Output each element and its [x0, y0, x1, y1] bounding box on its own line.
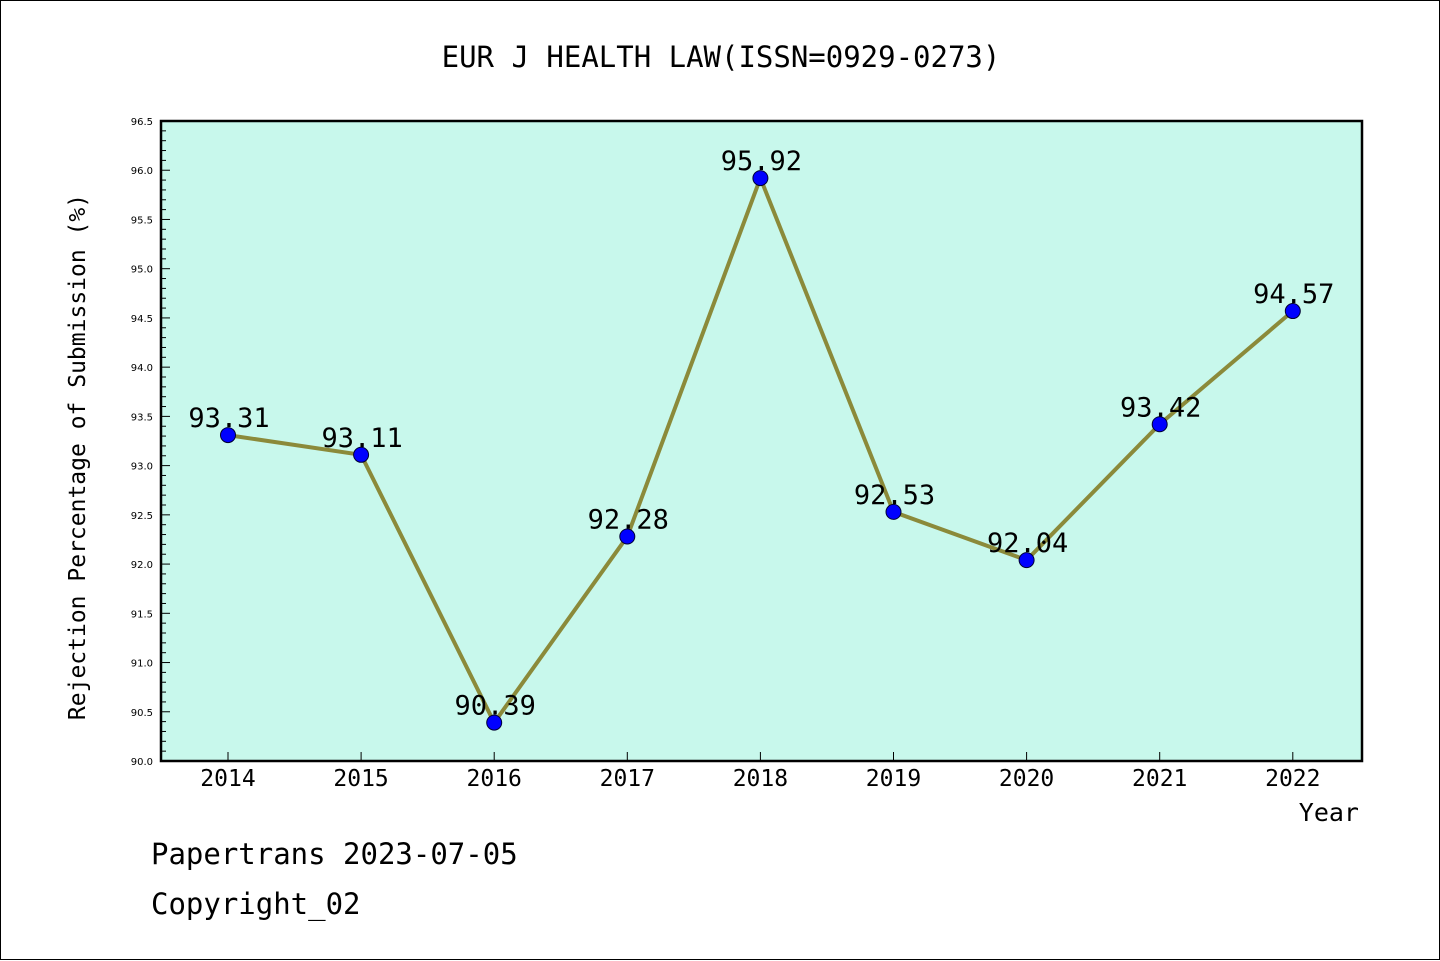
data-label: 93.42	[1120, 392, 1201, 423]
y-axis-label: Rejection Percentage of Submission (%)	[65, 194, 91, 720]
data-point-marker	[885, 503, 902, 520]
data-point-marker	[220, 427, 236, 444]
data-label: 92.28	[588, 505, 669, 536]
x-axis-ticks: 2014 2015 2016 2017 2018 2019 2020 2021 2022	[200, 752, 1320, 792]
data-point-marker	[353, 446, 370, 463]
x-tick-label: 2015	[333, 766, 388, 792]
data-label: 95.92	[721, 146, 802, 177]
x-axis-label: Year	[1299, 798, 1359, 827]
y-tick-label: 92.5	[131, 511, 153, 522]
data-point-marker	[619, 528, 636, 545]
data-point-marker	[1151, 416, 1168, 433]
data-label: 94.57	[1253, 279, 1334, 310]
x-tick-label: 2017	[600, 766, 655, 792]
y-axis-ticks: 90.0 90.5 91.0 91.5 92.0 92.5 93.0 93.5 94.0 94.5…	[131, 117, 170, 768]
plot-area	[159, 119, 1364, 763]
y-tick-label: 90.5	[131, 708, 153, 719]
data-point-marker	[752, 170, 769, 187]
y-tick-label: 93.5	[131, 412, 153, 423]
data-point-marker	[1018, 552, 1035, 569]
y-tick-label: 95.0	[131, 265, 153, 276]
chart-title: EUR J HEALTH LAW(ISSN=0929-0273)	[442, 40, 1001, 74]
y-tick-label: 93.0	[131, 462, 153, 473]
y-tick-label: 94.5	[131, 314, 153, 325]
y-tick-label: 91.5	[131, 609, 153, 620]
x-tick-label: 2020	[999, 766, 1054, 792]
y-tick-label: 94.0	[131, 363, 153, 374]
y-tick-label: 92.0	[131, 560, 153, 571]
x-tick-label: 2014	[200, 766, 255, 792]
data-point-marker	[1284, 303, 1301, 320]
x-tick-label: 2019	[866, 766, 921, 792]
data-label: 92.04	[987, 528, 1068, 559]
series-group	[220, 170, 1301, 731]
data-label: 90.39	[455, 691, 536, 722]
y-tick-label: 90.0	[131, 757, 153, 768]
x-tick-label: 2021	[1132, 766, 1187, 792]
data-label: 93.11	[321, 423, 402, 454]
data-label: 93.31	[188, 403, 269, 434]
copyright-note: Copyright_02	[151, 887, 361, 921]
data-label: 92.53	[854, 480, 935, 511]
y-tick-label: 96.5	[131, 117, 153, 128]
x-tick-label: 2016	[467, 766, 522, 792]
source-note: Papertrans 2023-07-05	[151, 837, 518, 871]
x-tick-label: 2018	[733, 766, 788, 792]
y-tick-label: 91.0	[131, 659, 153, 670]
data-point-marker	[486, 714, 503, 731]
data-labels-group: 93.31 93.11 90.39 92.28 95.92 92.53 92.04 93.42…	[188, 146, 1334, 721]
y-tick-label: 95.5	[131, 215, 153, 226]
x-tick-label: 2022	[1265, 766, 1320, 792]
y-tick-label: 96.0	[131, 166, 153, 177]
